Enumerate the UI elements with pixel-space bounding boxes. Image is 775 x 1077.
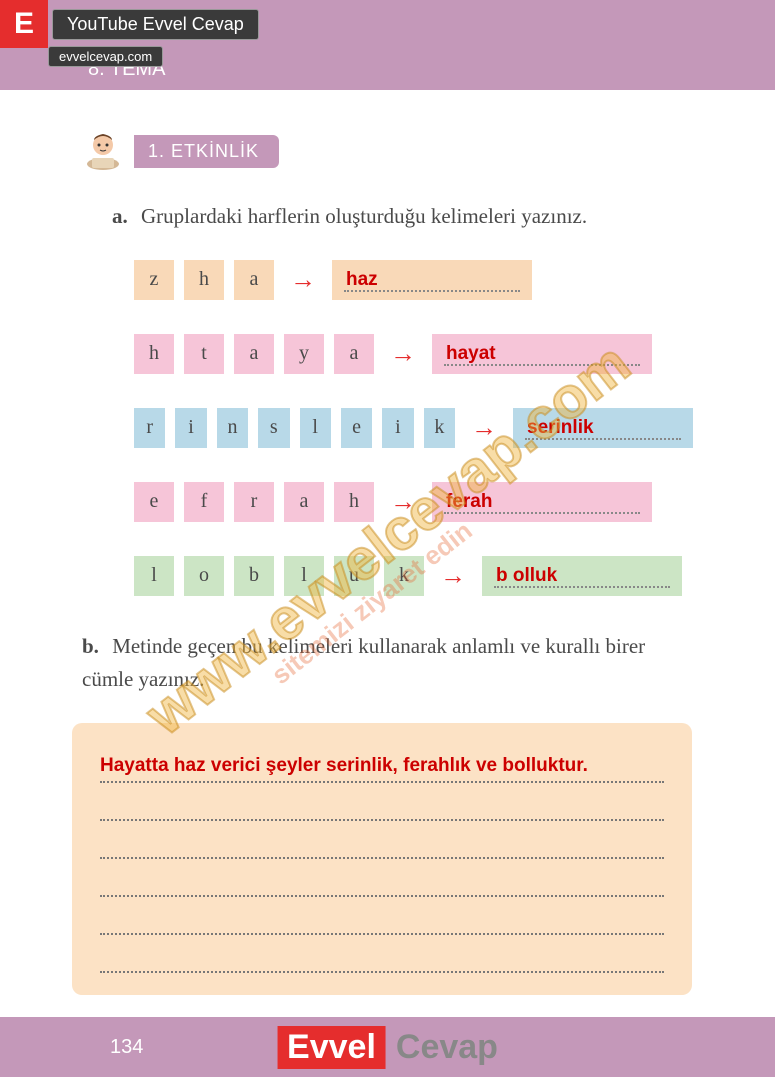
activity-icon <box>82 130 124 172</box>
sentence-blank-line <box>100 859 664 897</box>
sentence-box: Hayatta haz verici şeyler serinlik, fera… <box>72 723 692 995</box>
letter-box: t <box>184 334 224 374</box>
letter-box: i <box>382 408 413 448</box>
letter-box: h <box>134 334 174 374</box>
sentence-answer: Hayatta haz verici şeyler serinlik, fera… <box>100 755 588 776</box>
instruction-a-label: a. <box>112 204 128 228</box>
youtube-label: YouTube Evvel Cevap <box>52 9 259 40</box>
letter-row: rinsleik→serinlik <box>134 408 693 448</box>
letter-box: l <box>134 556 174 596</box>
blank-lines-container <box>100 783 664 973</box>
letter-box: f <box>184 482 224 522</box>
letter-box: n <box>217 408 248 448</box>
letter-rows-container: zha→hazhtaya→hayatrinsleik→serinlikefrah… <box>82 260 693 596</box>
letter-box: r <box>234 482 274 522</box>
answer-text: serinlik <box>527 417 594 439</box>
letter-box: h <box>334 482 374 522</box>
letter-box: a <box>234 260 274 300</box>
site-logo-e: E <box>0 0 48 48</box>
arrow-right-icon: → <box>471 413 497 443</box>
letter-row: efrah → ferah <box>134 482 693 522</box>
letter-box: e <box>341 408 372 448</box>
letter-box: l <box>300 408 331 448</box>
letter-box: k <box>384 556 424 596</box>
instruction-a-text: Gruplardaki harflerin oluşturduğu kelime… <box>141 204 587 228</box>
letter-box: a <box>234 334 274 374</box>
answer-text: ferah <box>446 491 492 513</box>
letter-box: o <box>184 556 224 596</box>
sentence-blank-line <box>100 783 664 821</box>
letter-row: lobluk→b olluk <box>134 556 693 596</box>
letter-box: s <box>258 408 289 448</box>
letter-row: zha → haz <box>134 260 693 300</box>
letter-box: r <box>134 408 165 448</box>
footer-logo-cevap: Cevap <box>396 1028 498 1067</box>
letter-box: b <box>234 556 274 596</box>
letter-box: z <box>134 260 174 300</box>
answer-text: hayat <box>446 343 496 365</box>
page-number: 134 <box>110 1036 143 1059</box>
arrow-right-icon: → <box>390 339 416 369</box>
arrow-right-icon: → <box>390 487 416 517</box>
instruction-a: a. Gruplardaki harflerin oluşturduğu kel… <box>112 200 693 234</box>
answer-box: b olluk <box>482 556 682 596</box>
sentence-blank-line <box>100 897 664 935</box>
instruction-b-label: b. <box>82 634 99 658</box>
letter-row: htaya→hayat <box>134 334 693 374</box>
answer-text: haz <box>346 269 378 291</box>
answer-box: serinlik <box>513 408 693 448</box>
arrow-right-icon: → <box>290 265 316 295</box>
activity-header: 1. ETKİNLİK <box>82 130 693 172</box>
footer-logo: Evvel Cevap <box>277 1026 498 1069</box>
arrow-right-icon: → <box>440 561 466 591</box>
page-footer: 134 Evvel Cevap <box>0 1017 775 1077</box>
letter-box: a <box>334 334 374 374</box>
letter-box: e <box>134 482 174 522</box>
letter-box: u <box>334 556 374 596</box>
letter-box: h <box>184 260 224 300</box>
instruction-b-text: Metinde geçen bu kelimeleri kullanarak a… <box>82 634 645 692</box>
page-content: 1. ETKİNLİK a. Gruplardaki harflerin olu… <box>0 90 775 995</box>
letter-box: y <box>284 334 324 374</box>
answer-box: ferah <box>432 482 652 522</box>
sentence-line-answer: Hayatta haz verici şeyler serinlik, fera… <box>100 745 664 783</box>
footer-logo-evvel: Evvel <box>277 1026 386 1069</box>
answer-box: hayat <box>432 334 652 374</box>
top-bar: E YouTube Evvel Cevap <box>0 0 775 48</box>
letter-box: k <box>424 408 455 448</box>
letter-box: i <box>175 408 206 448</box>
sentence-blank-line <box>100 821 664 859</box>
sentence-blank-line <box>100 935 664 973</box>
activity-label: 1. ETKİNLİK <box>134 135 279 168</box>
letter-box: a <box>284 482 324 522</box>
letter-box: l <box>284 556 324 596</box>
answer-text: b olluk <box>496 565 557 587</box>
answer-box: haz <box>332 260 532 300</box>
instruction-b: b. Metinde geçen bu kelimeleri kullanara… <box>82 630 693 697</box>
site-url-label: evvelcevap.com <box>48 46 163 67</box>
